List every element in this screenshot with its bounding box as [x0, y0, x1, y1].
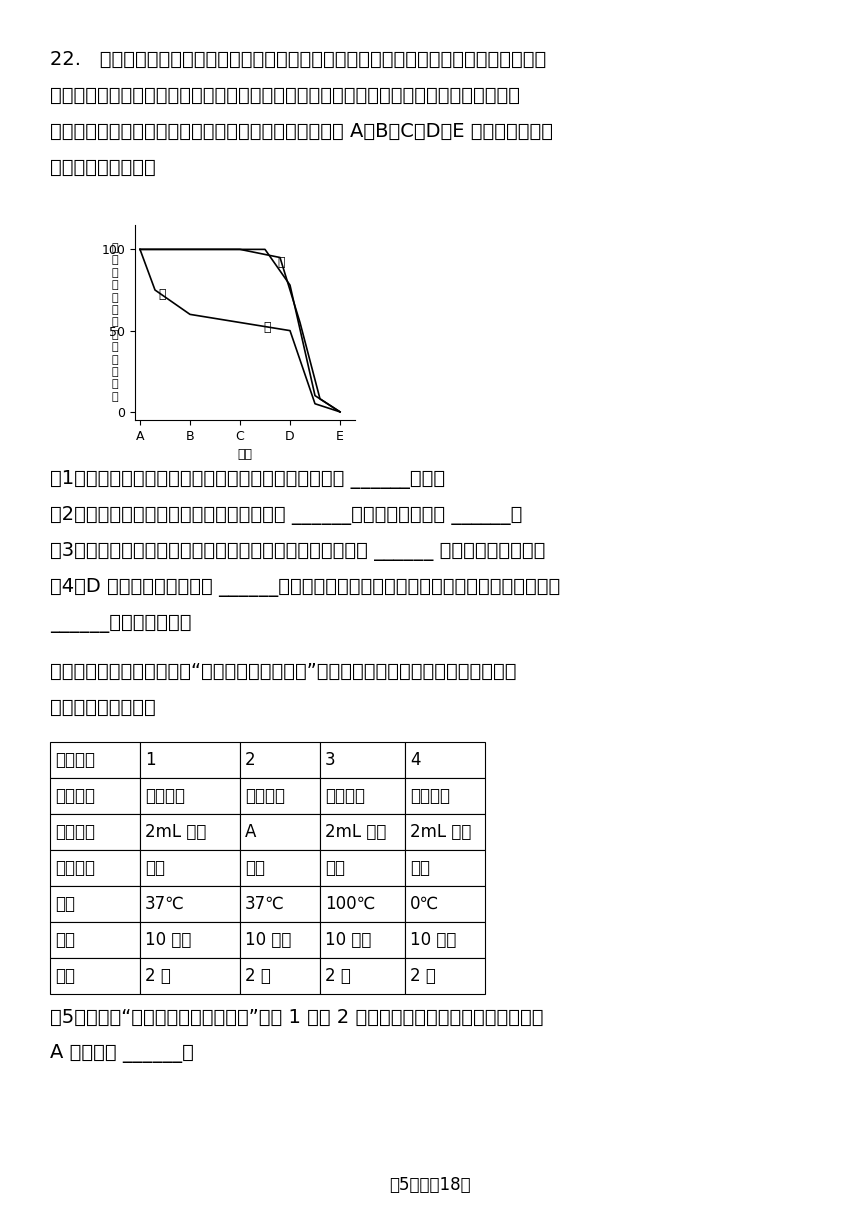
Text: 米粉碎屑: 米粉碎屑	[55, 787, 95, 805]
Text: 10 分钟: 10 分钟	[145, 931, 192, 948]
Text: 搅拌: 搅拌	[145, 858, 165, 877]
Text: 第5页，全18页: 第5页，全18页	[390, 1176, 470, 1194]
Text: 2mL 唤液: 2mL 唤液	[410, 823, 471, 841]
Text: （1）大米的主要成分是淠粉，能代表淠粉消化过程的是 ______曲线。: （1）大米的主要成分是淠粉，能代表淠粉消化过程的是 ______曲线。	[50, 471, 445, 489]
Text: 2 滴: 2 滴	[145, 967, 171, 985]
Text: （2）能代表备用能源物质消化过程的曲线是 ______，备用能源物质是 ______。: （2）能代表备用能源物质消化过程的曲线是 ______，备用能源物质是 ____…	[50, 506, 522, 525]
Text: 10 分钟: 10 分钟	[325, 931, 372, 948]
Text: 程度。请据图回答：: 程度。请据图回答：	[50, 158, 156, 178]
Text: A 处应加入 ______。: A 处应加入 ______。	[50, 1045, 194, 1063]
Text: 口腔: 口腔	[237, 447, 253, 461]
Text: 37℃: 37℃	[145, 895, 185, 913]
Text: 适量碎屑: 适量碎屑	[245, 787, 285, 805]
Text: 2 滴: 2 滴	[410, 967, 436, 985]
Text: 唤液有无: 唤液有无	[55, 823, 95, 841]
Text: 根据如表回答问题：: 根据如表回答问题：	[50, 698, 156, 717]
Text: 适量碎屑: 适量碎屑	[145, 787, 185, 805]
Text: ______等多种消化液。: ______等多种消化液。	[50, 614, 192, 634]
Text: 丙: 丙	[277, 255, 285, 269]
Text: 2 滴: 2 滴	[245, 967, 271, 985]
Text: 你的体内经过如图所示的神奇旅程，最后被消化为可吸收的物质。图中的曲线甲、乙、丙表: 你的体内经过如图所示的神奇旅程，最后被消化为可吸收的物质。图中的曲线甲、乙、丙表	[50, 86, 520, 105]
Text: 10 分钟: 10 分钟	[410, 931, 457, 948]
Text: 2: 2	[245, 751, 255, 769]
Text: 10 分钟: 10 分钟	[245, 931, 292, 948]
Text: 未
被
消
化
的
营
养
物
质
的
百
分
比: 未 被 消 化 的 营 养 物 质 的 百 分 比	[112, 243, 119, 402]
Text: 搅拌: 搅拌	[410, 858, 430, 877]
Text: 是否搅拌: 是否搅拌	[55, 858, 95, 877]
Text: （4）D 表示消化道的部位是 ______，它是人体消化的最主要场所，其中含有胰液、肠液及: （4）D 表示消化道的部位是 ______，它是人体消化的最主要场所，其中含有胰…	[50, 578, 560, 597]
Text: 0℃: 0℃	[410, 895, 439, 913]
Text: 搅拌: 搅拌	[325, 858, 345, 877]
Text: 甲: 甲	[159, 288, 166, 302]
Text: 37℃: 37℃	[245, 895, 285, 913]
Text: （3）瘎肉的主要成分是蛋白质，它的初步消化在图中所示的 ______ （填字母）段完成。: （3）瘎肉的主要成分是蛋白质，它的初步消化在图中所示的 ______ （填字母）…	[50, 542, 545, 561]
Text: 乙: 乙	[264, 321, 271, 333]
Text: 100℃: 100℃	[325, 895, 375, 913]
Text: 适量碎屑: 适量碎屑	[410, 787, 450, 805]
Text: 22.   粉螒肉是和候德州婚宴上必不可少的一道美食。吃下一碗粉螒肉，其中的主要成分会在: 22. 粉螒肉是和候德州婚宴上必不可少的一道美食。吃下一碗粉螒肉，其中的主要成分…	[50, 50, 546, 69]
Text: 试管编号: 试管编号	[55, 751, 95, 769]
Text: 2mL 唤液: 2mL 唤液	[325, 823, 386, 841]
Text: 搅拌: 搅拌	[245, 858, 265, 877]
Text: 4: 4	[410, 751, 421, 769]
Text: （5）为探究“唤液对大米的消化作用”，选 1 号和 2 号两支试管做对照实验，在上面表格: （5）为探究“唤液对大米的消化作用”，选 1 号和 2 号两支试管做对照实验，在…	[50, 1008, 544, 1028]
Text: 2mL 唤液: 2mL 唤液	[145, 823, 206, 841]
Text: 3: 3	[325, 751, 335, 769]
Text: 适量碎屑: 适量碎屑	[325, 787, 365, 805]
Text: A: A	[245, 823, 256, 841]
Text: 温度: 温度	[55, 895, 75, 913]
Text: 示食物中淠粉、脂肪和蛋白质在消化道中各部位（依次用 A、B、C、D、E 表示）被消化的: 示食物中淠粉、脂肪和蛋白质在消化道中各部位（依次用 A、B、C、D、E 表示）被…	[50, 122, 553, 141]
Text: 1: 1	[145, 751, 156, 769]
Text: 某中学生物兴趣小组欲探究“大米在口腔中的变化”，按照如表所示的方案进行了实验，请: 某中学生物兴趣小组欲探究“大米在口腔中的变化”，按照如表所示的方案进行了实验，请	[50, 662, 517, 681]
Text: 2 滴: 2 滴	[325, 967, 351, 985]
Text: 时间: 时间	[55, 931, 75, 948]
Text: 碘液: 碘液	[55, 967, 75, 985]
